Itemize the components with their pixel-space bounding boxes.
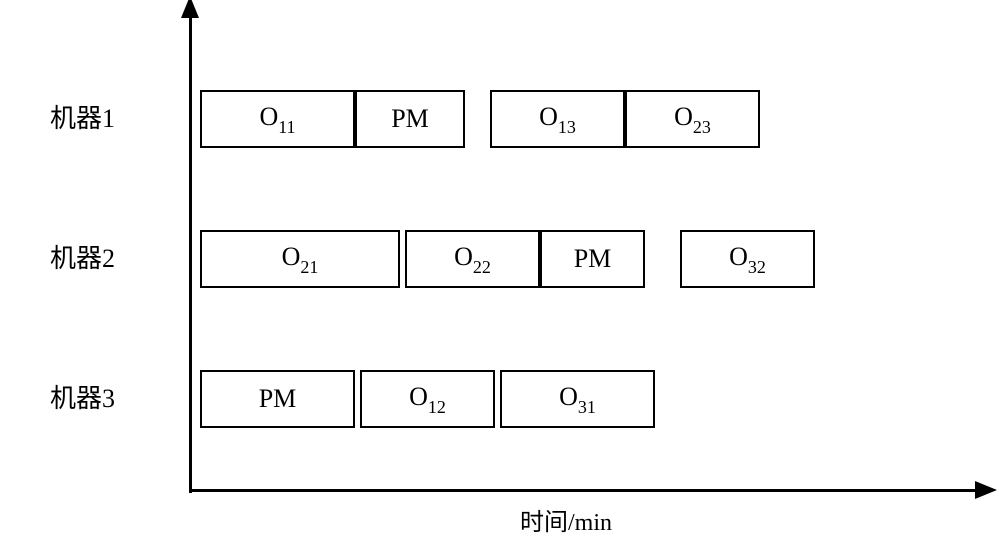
block-o32: O32 [680, 230, 815, 288]
block-label-pm-3: PM [259, 384, 297, 414]
block-o31: O31 [500, 370, 655, 428]
block-label-pm-1: PM [391, 104, 429, 134]
y-axis-arrow [181, 0, 199, 18]
gantt-chart: 时间/min 机器1 机器2 机器3 O11 PM O13 O23 O21 O22 PM O32 PM… [0, 0, 1000, 560]
block-label-o12: O12 [409, 382, 446, 416]
x-axis [190, 489, 975, 492]
block-pm-1: PM [355, 90, 465, 148]
row-label-machine-2: 机器2 [50, 238, 115, 275]
block-pm-3: PM [200, 370, 355, 428]
block-label-o23: O23 [674, 102, 711, 136]
block-pm-2: PM [540, 230, 645, 288]
row-label-machine-3: 机器3 [50, 378, 115, 415]
block-o21: O21 [200, 230, 400, 288]
block-label-o31: O31 [559, 382, 596, 416]
block-o23: O23 [625, 90, 760, 148]
block-label-o11: O11 [259, 102, 295, 136]
x-axis-label: 时间/min [520, 502, 612, 537]
block-o13: O13 [490, 90, 625, 148]
block-o11: O11 [200, 90, 355, 148]
block-label-o13: O13 [539, 102, 576, 136]
block-label-o21: O21 [282, 242, 319, 276]
block-label-o32: O32 [729, 242, 766, 276]
block-label-pm-2: PM [574, 244, 612, 274]
block-label-o22: O22 [454, 242, 491, 276]
block-o12: O12 [360, 370, 495, 428]
x-axis-arrow [975, 481, 997, 499]
block-o22: O22 [405, 230, 540, 288]
row-label-machine-1: 机器1 [50, 98, 115, 135]
y-axis [189, 18, 192, 493]
